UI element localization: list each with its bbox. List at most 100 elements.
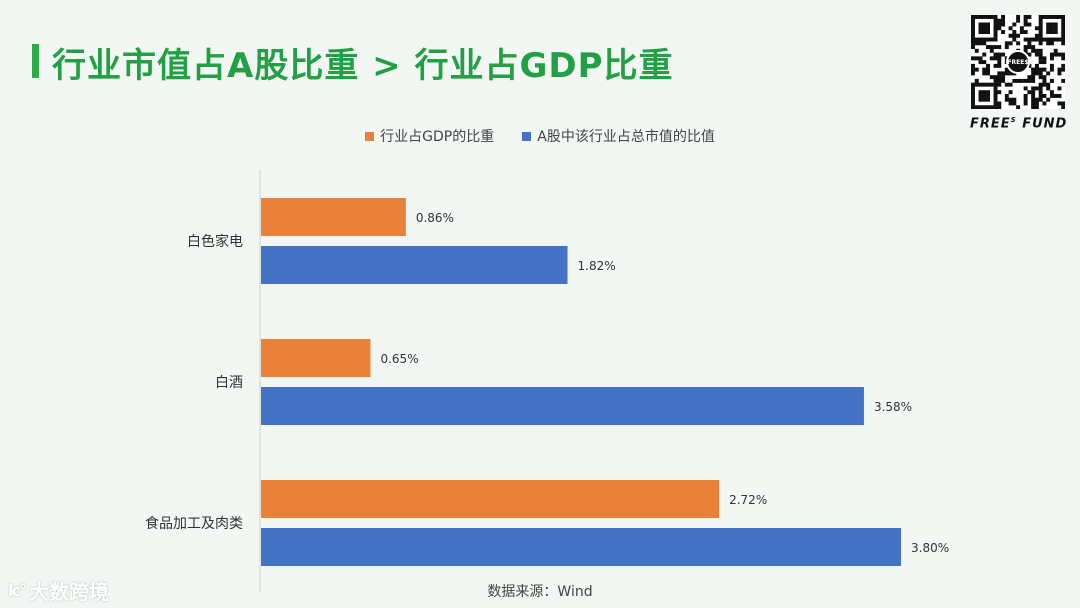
qr-module xyxy=(997,52,1002,57)
qr-module xyxy=(993,30,998,34)
qr-module xyxy=(1023,22,1028,27)
qr-module xyxy=(1034,105,1039,110)
qr-module xyxy=(982,26,987,31)
qr-module xyxy=(1027,75,1032,80)
qr-module xyxy=(1027,45,1032,50)
qr-module xyxy=(1001,22,1006,27)
qr-module xyxy=(986,45,990,50)
qr-module xyxy=(1004,45,1009,50)
watermark-logo-icon: lc° xyxy=(8,581,27,600)
qr-module xyxy=(986,37,990,42)
qr-module xyxy=(1042,15,1047,19)
qr-module xyxy=(1053,22,1058,27)
qr-module xyxy=(1031,101,1036,106)
qr-module xyxy=(971,18,975,23)
qr-module xyxy=(1061,30,1066,34)
qr-module xyxy=(1049,22,1054,27)
category-label: 白色家电 xyxy=(187,233,243,250)
qr-module xyxy=(1001,71,1006,76)
watermark: lc° 大数跨境 xyxy=(8,576,109,605)
qr-module xyxy=(1046,71,1051,76)
qr-module xyxy=(1023,48,1028,53)
qr-module xyxy=(1001,30,1006,34)
qr-module xyxy=(971,71,975,76)
qr-module xyxy=(1038,82,1043,87)
qr-module xyxy=(1034,67,1039,72)
qr-module xyxy=(1046,82,1051,87)
qr-module xyxy=(1057,86,1062,91)
qr-module xyxy=(971,93,975,98)
qr-module xyxy=(1034,101,1039,106)
legend-item-mktcap: A股中该行业占总市值的比值 xyxy=(522,126,715,146)
qr-module xyxy=(993,82,998,87)
qr-module xyxy=(1008,101,1013,106)
qr-module xyxy=(1031,67,1036,72)
qr-module xyxy=(1057,71,1062,76)
qr-module xyxy=(978,15,983,19)
qr-module xyxy=(982,97,987,102)
qr-module xyxy=(1001,15,1006,19)
qr-module xyxy=(1027,78,1032,83)
qr-module xyxy=(1061,52,1066,57)
qr-module xyxy=(974,67,979,72)
qr-module xyxy=(1023,18,1028,23)
qr-module xyxy=(1042,82,1047,87)
qr-module xyxy=(978,26,983,31)
qr-module xyxy=(1042,67,1047,72)
qr-module xyxy=(993,78,998,83)
qr-module xyxy=(997,82,1002,87)
qr-module xyxy=(1008,33,1013,38)
qr-module xyxy=(1023,30,1028,34)
brand-name: FREES FUND xyxy=(970,116,1067,131)
qr-module xyxy=(1023,78,1028,83)
qr-module xyxy=(1038,93,1043,98)
qr-module xyxy=(1038,97,1043,102)
qr-module xyxy=(1042,37,1047,42)
qr-module xyxy=(997,63,1002,68)
qr-module xyxy=(1008,90,1013,95)
qr-module xyxy=(974,48,979,53)
qr-module xyxy=(1004,93,1009,98)
qr-module xyxy=(986,105,990,110)
qr-module xyxy=(1012,37,1017,42)
qr-module xyxy=(1016,41,1021,46)
qr-module xyxy=(997,71,1002,76)
qr-module xyxy=(1027,90,1032,95)
qr-module xyxy=(993,93,998,98)
qr-module xyxy=(1053,15,1058,19)
qr-module xyxy=(1019,78,1024,83)
qr-module xyxy=(982,82,987,87)
qr-module xyxy=(1046,86,1051,91)
qr-module xyxy=(982,30,987,34)
qr-module xyxy=(982,15,987,19)
qr-module xyxy=(1038,26,1043,31)
data-label: 1.82% xyxy=(578,259,616,273)
category-label: 食品加工及肉类 xyxy=(145,515,243,532)
qr-module xyxy=(997,22,1002,27)
qr-module xyxy=(971,63,975,68)
qr-module xyxy=(997,60,1002,65)
qr-module xyxy=(993,75,998,80)
qr-module xyxy=(982,41,987,46)
qr-module xyxy=(978,41,983,46)
qr-module xyxy=(1023,93,1028,98)
qr-module xyxy=(1046,26,1051,31)
qr-module xyxy=(1049,15,1054,19)
qr-module xyxy=(989,75,994,80)
qr-module xyxy=(982,105,987,110)
qr-module xyxy=(978,37,983,42)
qr-module xyxy=(1053,93,1058,98)
qr-module xyxy=(1046,22,1051,27)
qr-module xyxy=(971,101,975,106)
qr-module xyxy=(982,71,987,76)
qr-module xyxy=(1042,60,1047,65)
bar-gdp xyxy=(261,339,371,377)
qr-module xyxy=(997,105,1002,110)
bar-mktcap xyxy=(261,528,901,566)
qr-module xyxy=(1057,67,1062,72)
qr-module xyxy=(978,82,983,87)
qr-module xyxy=(993,18,998,23)
qr-module xyxy=(1053,37,1058,42)
brand-name-sup: S xyxy=(1010,116,1017,124)
qr-module xyxy=(1031,93,1036,98)
